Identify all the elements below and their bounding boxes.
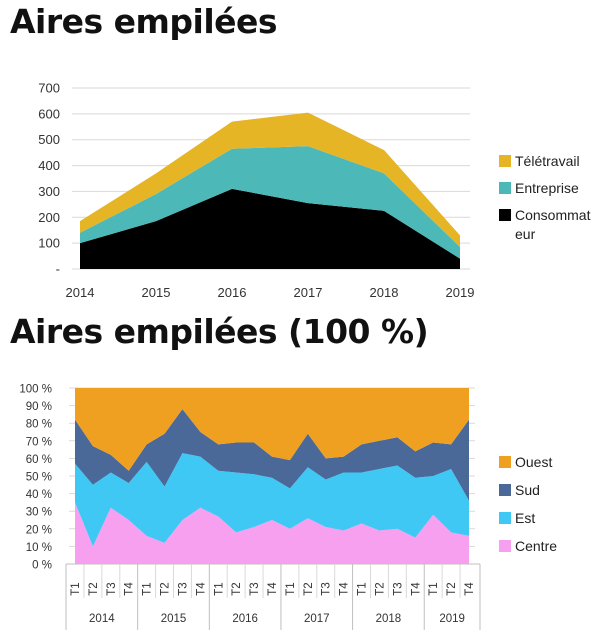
chart-1-area-entreprise bbox=[80, 146, 460, 259]
chart-2-legend-swatch bbox=[499, 484, 511, 496]
chart-2-quarter-label: T4 bbox=[124, 582, 136, 596]
chart-2-y-tick-label: 80 % bbox=[26, 419, 52, 431]
chart-2-quarter-label: T4 bbox=[339, 582, 351, 596]
chart-1-legend-swatch bbox=[499, 155, 511, 167]
chart-2-title: Aires empilées (100 %) bbox=[10, 312, 429, 351]
chart-2-year-label: 2016 bbox=[232, 613, 258, 625]
chart-2-year-label: 2015 bbox=[161, 613, 187, 625]
chart-2-y-tick-label: 10 % bbox=[26, 542, 52, 554]
chart-2-quarter-label: T2 bbox=[446, 582, 458, 595]
chart-2-category-axis bbox=[65, 563, 481, 630]
chart-2-legend-label: Ouest bbox=[515, 454, 552, 470]
chart-2-quarter-label: T3 bbox=[249, 582, 261, 595]
chart-2-legend-label: Centre bbox=[515, 538, 557, 554]
chart-2-quarter-label: T1 bbox=[285, 582, 297, 595]
chart-1-x-tick-label: 2019 bbox=[446, 285, 475, 300]
chart-1-area-télétravail bbox=[80, 112, 460, 248]
chart-2-area-centre bbox=[75, 502, 469, 564]
chart-2-y-tick-label: 90 % bbox=[26, 401, 52, 413]
chart-1-y-tick-label: 600 bbox=[38, 106, 60, 121]
chart-1-y-tick-label: 400 bbox=[38, 158, 60, 173]
chart-2-quarter-label: T3 bbox=[321, 582, 333, 595]
chart-2-legend-label: Est bbox=[515, 510, 535, 526]
chart-2-quarter-label: T2 bbox=[374, 582, 386, 595]
chart-1-title: Aires empilées bbox=[10, 2, 278, 41]
chart-1-legend-label: eur bbox=[515, 226, 536, 242]
chart-2-y-tick-label: 30 % bbox=[26, 507, 52, 519]
chart-1-x-tick-label: 2014 bbox=[66, 285, 95, 300]
chart-1-legend-swatch bbox=[499, 209, 511, 221]
chart-1-legend-label: Entreprise bbox=[515, 180, 579, 196]
chart-2-y-tick-label: 70 % bbox=[26, 436, 52, 448]
chart-1-x-tick-label: 2016 bbox=[218, 285, 247, 300]
chart-1-legend-swatch bbox=[499, 182, 511, 194]
chart-1-legend-label: Consommat bbox=[515, 207, 591, 223]
chart-2-legend-swatch bbox=[499, 512, 511, 524]
chart-2-quarter-label: T4 bbox=[410, 582, 422, 596]
chart-2-quarter-label: T1 bbox=[428, 582, 440, 595]
chart-1-y-tick-label: - bbox=[56, 262, 60, 277]
chart-2-quarter-label: T4 bbox=[267, 582, 279, 596]
chart-2-area-ouest bbox=[75, 388, 469, 471]
chart-1-y-tick-label: 700 bbox=[38, 81, 60, 96]
chart-1-legend-label: Télétravail bbox=[515, 153, 580, 169]
chart-2-quarter-label: T3 bbox=[106, 582, 118, 595]
chart-2-quarter-label: T1 bbox=[70, 582, 82, 595]
chart-1-y-tick-label: 300 bbox=[38, 184, 60, 199]
chart-1-x-tick-label: 2017 bbox=[294, 285, 323, 300]
chart-2-area-est bbox=[75, 453, 469, 547]
chart-2-quarter-label: T2 bbox=[231, 582, 243, 595]
chart-1-plot bbox=[72, 87, 470, 270]
chart-2-year-label: 2014 bbox=[89, 613, 115, 625]
chart-2-y-tick-label: 40 % bbox=[26, 489, 52, 501]
chart-2-y-tick-label: 20 % bbox=[26, 524, 52, 536]
chart-1-y-tick-label: 100 bbox=[38, 236, 60, 251]
chart-2-quarter-label: T2 bbox=[88, 582, 100, 595]
chart-2-quarter-label: T1 bbox=[142, 582, 154, 595]
chart-2-legend-label: Sud bbox=[515, 482, 540, 498]
chart-2-y-tick-label: 60 % bbox=[26, 454, 52, 466]
chart-2-quarter-label: T1 bbox=[357, 582, 369, 595]
chart-1-x-tick-label: 2018 bbox=[370, 285, 399, 300]
chart-2-y-tick-label: 0 % bbox=[32, 560, 52, 572]
chart-2-year-label: 2018 bbox=[376, 613, 402, 625]
chart-2-plot bbox=[69, 387, 475, 565]
chart-1-y-tick-label: 500 bbox=[38, 132, 60, 147]
chart-2-area-sud bbox=[75, 409, 469, 501]
chart-2-y-tick-label: 100 % bbox=[19, 384, 52, 396]
chart-2-quarter-label: T2 bbox=[160, 582, 172, 595]
chart-2-legend-swatch bbox=[499, 456, 511, 468]
chart-2-quarter-label: T4 bbox=[195, 582, 207, 596]
chart-2-y-tick-label: 50 % bbox=[26, 472, 52, 484]
chart-2-quarter-label: T3 bbox=[392, 582, 404, 595]
chart-1-x-tick-label: 2015 bbox=[142, 285, 171, 300]
chart-1-y-tick-label: 200 bbox=[38, 210, 60, 225]
chart-2-quarter-label: T3 bbox=[177, 582, 189, 595]
chart-2-year-label: 2017 bbox=[304, 613, 330, 625]
chart-2-legend-swatch bbox=[499, 540, 511, 552]
chart-2-year-label: 2019 bbox=[439, 613, 465, 625]
chart-2-quarter-label: T4 bbox=[464, 582, 476, 596]
chart-2-quarter-label: T1 bbox=[213, 582, 225, 595]
chart-2-quarter-label: T2 bbox=[303, 582, 315, 595]
